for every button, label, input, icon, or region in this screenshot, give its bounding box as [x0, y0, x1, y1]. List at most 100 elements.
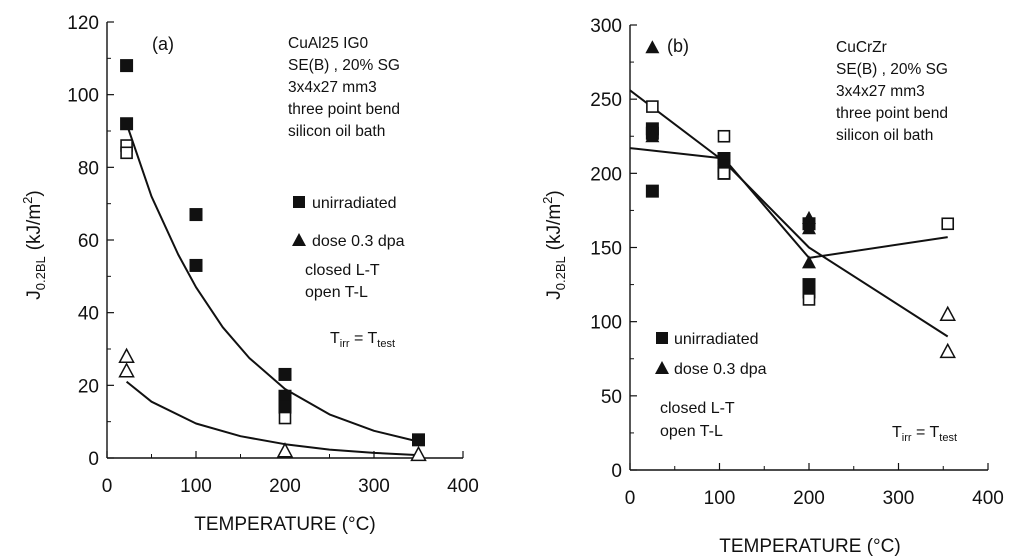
y-axis-title-main: J	[544, 290, 565, 300]
annotation-line: silicon oil bath	[836, 127, 933, 144]
x-tick-label: 100	[180, 476, 212, 497]
data-point-open-square	[802, 293, 816, 306]
annotation-line: SE(B) , 20% SG	[288, 57, 400, 74]
fit-curve-2	[125, 380, 419, 457]
chart-panel-a: 0 100 200 300 400 0 20 40 60 80 100 120 TEMPERATURE …	[20, 13, 479, 535]
data-point-open-triangle	[276, 442, 294, 458]
tirr-eq: = T	[350, 330, 378, 347]
y-tick-label: 20	[78, 376, 99, 397]
data-point-filled-square	[645, 184, 659, 198]
y-tick-label: 40	[78, 304, 99, 325]
x-tick-label: 400	[447, 476, 479, 497]
fit-curve-1	[125, 123, 419, 443]
chart-panel-b: 0 100 200 300 400 0 50 100 150 200 250 300 TEMPERATU…	[540, 16, 1004, 557]
y-tick-label: 120	[67, 13, 99, 34]
tirr-eq: = T	[912, 424, 940, 441]
y-tick-label: 250	[590, 90, 622, 111]
data-point-filled-square	[120, 117, 134, 131]
fit-curve-1	[629, 147, 948, 259]
y-axis-title-sub: 0.2BL	[33, 256, 48, 290]
x-axis-title: TEMPERATURE (°C)	[194, 514, 375, 535]
data-point-filled-triangle	[802, 210, 816, 224]
y-tick-label: 150	[590, 239, 622, 260]
fit-curve-2	[629, 89, 949, 338]
y-tick-label: 50	[601, 387, 622, 408]
data-point-filled-square	[278, 389, 292, 403]
annotation-line: CuAl25 IG0	[288, 35, 369, 52]
y-axis-title-unit: (kJ/m	[24, 204, 45, 250]
y-tick-label: 300	[590, 16, 622, 37]
y-axis-title-sup: 2	[20, 197, 35, 204]
data-point-filled-square	[120, 59, 134, 73]
annotation-line: three point bend	[836, 105, 948, 122]
y-tick-label: 200	[590, 164, 622, 185]
x-tick-label: 300	[358, 476, 390, 497]
data-point-filled-triangle	[645, 40, 660, 54]
x-axis-title: TEMPERATURE (°C)	[719, 536, 900, 557]
data-point-open-triangle	[410, 445, 427, 462]
tirr-label: Tirr = Ttest	[892, 424, 957, 444]
data-point-open-square	[120, 146, 133, 160]
data-point-filled-square	[189, 208, 203, 222]
y-tick-label: 100	[590, 313, 622, 334]
data-point-open-square	[717, 129, 731, 143]
y-axis-title-sup: 2	[540, 197, 555, 204]
data-point-open-triangle	[118, 347, 135, 364]
x-tick-label: 400	[972, 488, 1004, 509]
legend-unirradiated: unirradiated	[674, 331, 759, 348]
legend-unirradiated: unirradiated	[312, 195, 397, 212]
legend-closed: closed L-T	[305, 262, 380, 279]
y-axis-title-unit: (kJ/m	[544, 204, 565, 250]
legend-triangle-marker	[655, 361, 669, 374]
y-tick-label: 0	[88, 449, 99, 470]
data-point-filled-triangle	[645, 129, 660, 143]
x-tick-label: 0	[625, 488, 636, 509]
y-axis-title: J0.2BL (kJ/m2)	[20, 190, 48, 299]
legend-open: open T-L	[305, 284, 368, 301]
data-point-filled-triangle	[802, 255, 816, 269]
x-tick-label: 200	[269, 476, 301, 497]
tirr-b-sub: test	[939, 432, 957, 444]
y-axis-title-sub: 0.2BL	[553, 256, 568, 290]
data-point-open-square	[278, 411, 292, 425]
legend-dose: dose 0.3 dpa	[674, 361, 767, 378]
x-tick-label: 100	[704, 488, 736, 509]
x-tick-label: 300	[883, 488, 915, 509]
tirr-label: Tirr = Ttest	[330, 330, 395, 350]
data-point-open-triangle	[939, 305, 956, 321]
tirr-b-sub: test	[377, 338, 395, 350]
annotation-line: SE(B) , 20% SG	[836, 61, 948, 78]
data-point-open-triangle	[118, 362, 135, 378]
annotation-line: 3x4x27 mm3	[288, 79, 377, 96]
y-axis-title-main: J	[24, 290, 45, 300]
data-point-open-square	[646, 100, 659, 113]
legend-triangle-marker	[292, 233, 306, 246]
data-point-filled-square	[189, 258, 203, 272]
data-point-open-square	[941, 217, 955, 231]
legend-filled-square-marker	[656, 332, 668, 344]
panel-label: (b)	[667, 36, 689, 56]
y-tick-label: 100	[67, 86, 99, 107]
legend-open: open T-L	[660, 423, 723, 440]
y-axis-title-close: )	[544, 190, 565, 196]
annotation-line: CuCrZr	[836, 39, 887, 56]
legend-closed: closed L-T	[660, 400, 735, 417]
tirr-a: T	[892, 424, 902, 441]
data-point-open-square	[717, 167, 731, 180]
x-tick-label: 0	[102, 476, 113, 497]
y-tick-label: 60	[78, 231, 99, 252]
y-axis-title: J0.2BL (kJ/m2)	[540, 190, 568, 299]
data-point-filled-square	[278, 400, 292, 414]
y-tick-label: 0	[611, 461, 622, 482]
x-tick-label: 200	[793, 488, 825, 509]
tirr-a-sub: irr	[340, 338, 350, 350]
tirr-a: T	[330, 330, 340, 347]
annotation-line: three point bend	[288, 101, 400, 118]
data-point-open-triangle	[939, 342, 956, 359]
y-axis-title-close: )	[24, 190, 45, 196]
legend-dose: dose 0.3 dpa	[312, 233, 405, 250]
legend-filled-square-marker	[293, 196, 305, 208]
tirr-a-sub: irr	[902, 432, 912, 444]
data-point-filled-square	[412, 433, 425, 447]
